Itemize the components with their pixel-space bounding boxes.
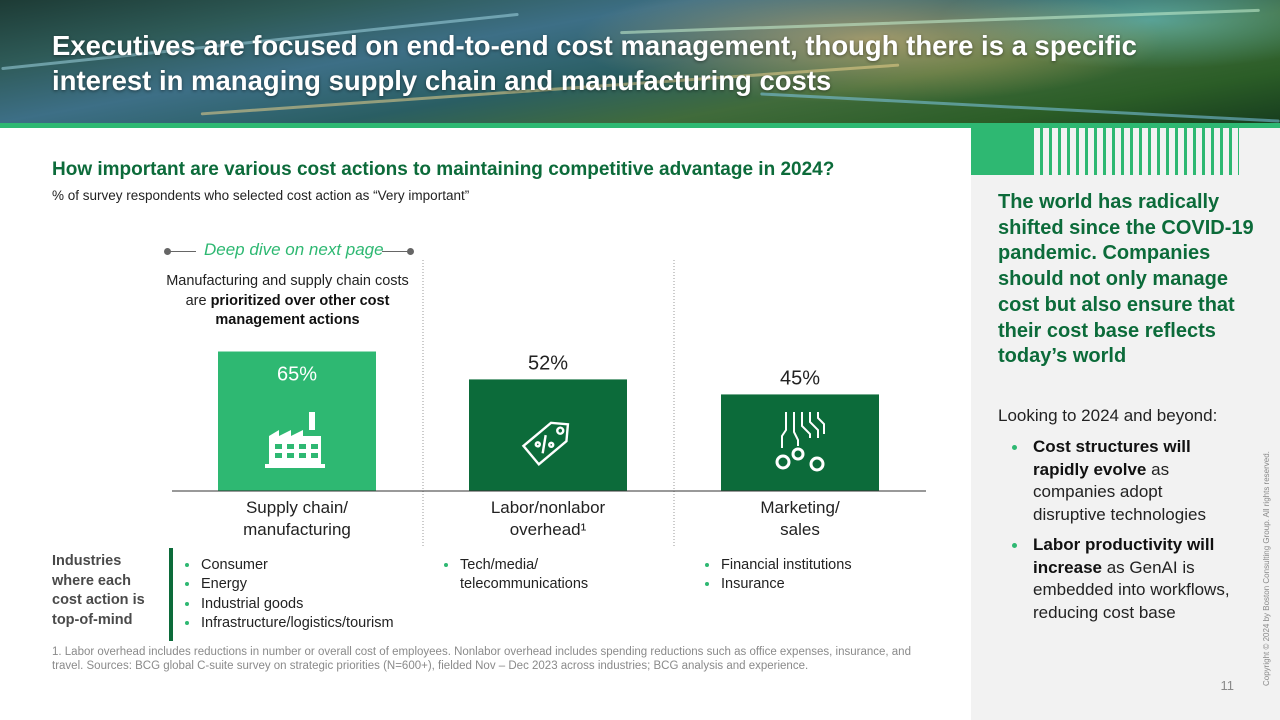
industries-list-overhead: Tech/media/ telecommunications — [443, 556, 588, 595]
panel-bullet: Labor productivity will increase as GenA… — [1011, 534, 1231, 624]
chart-question: How important are various cost actions t… — [52, 159, 835, 180]
annotation-text: Manufacturing and supply chain costs are — [166, 273, 409, 309]
callout-dot — [407, 248, 414, 255]
industry-item: Tech/media/ telecommunications — [443, 556, 588, 595]
category-label: Labor/nonlabor — [491, 498, 606, 517]
industries-divider — [169, 548, 173, 641]
panel-accent-block — [971, 128, 1031, 175]
header-banner: Executives are focused on end-to-end cos… — [0, 0, 1280, 124]
data-label: 65% — [277, 364, 317, 386]
circuit-coins-icon — [775, 412, 825, 472]
copyright-notice: Copyright © 2024 by Boston Consulting Gr… — [1262, 451, 1271, 686]
chart-annotation: Manufacturing and supply chain costs are… — [160, 272, 415, 331]
callout-line — [168, 251, 196, 252]
data-label: 45% — [780, 367, 820, 389]
panel-headline: The world has radically shifted since th… — [998, 191, 1254, 368]
category-label: Marketing/ — [760, 498, 840, 517]
panel-intro: Looking to 2024 and beyond: — [998, 406, 1218, 425]
panel-bullet-text: as companies adopt disruptive technologi… — [1033, 459, 1206, 524]
panel-bullet-text: as GenAI is embedded into workflows, red… — [1033, 557, 1230, 622]
industry-item: Infrastructure/logistics/tourism — [184, 614, 394, 633]
page-title: Executives are focused on end-to-end cos… — [52, 30, 1137, 96]
chart-subtitle: % of survey respondents who selected cos… — [52, 188, 470, 203]
industry-item: Insurance — [704, 575, 852, 594]
bar-3 — [721, 394, 879, 491]
deep-dive-label: Deep dive on next page — [204, 240, 384, 259]
industries-label: Industries where each cost action is top… — [52, 553, 145, 628]
callout-dot — [164, 248, 171, 255]
panel-bullet-emphasis: Labor productivity will increase — [1033, 535, 1215, 577]
callout-line — [382, 251, 410, 252]
price-tag-icon — [521, 421, 570, 467]
category-label: overhead¹ — [510, 520, 587, 539]
annotation-emphasis: prioritized over other cost management a… — [210, 292, 390, 329]
panel-bullet-list: Cost structures will rapidly evolve as c… — [1011, 436, 1231, 632]
industries-list-supply-chain: Consumer Energy Industrial goods Infrast… — [184, 556, 394, 634]
page-number: 11 — [1220, 678, 1235, 693]
industry-item: Industrial goods — [184, 595, 394, 614]
panel-bullet-emphasis: Cost structures will rapidly evolve — [1033, 437, 1191, 479]
insight-panel: The world has radically shifted since th… — [971, 128, 1280, 720]
bar-1 — [218, 351, 376, 491]
industry-item: Consumer — [184, 556, 394, 575]
category-label: Supply chain/ — [246, 498, 348, 517]
header-accent-line — [0, 123, 1280, 128]
deep-dive-callout: Deep dive on next page — [160, 240, 420, 264]
bar-2 — [469, 379, 627, 491]
industry-item: Energy — [184, 575, 394, 594]
category-label: sales — [780, 520, 820, 539]
panel-accent-stripes — [1031, 128, 1239, 175]
data-label: 52% — [528, 352, 568, 374]
footnote: 1. Labor overhead includes reductions in… — [52, 646, 911, 672]
factory-icon — [265, 412, 325, 468]
panel-bullet: Cost structures will rapidly evolve as c… — [1011, 436, 1231, 526]
category-label: manufacturing — [243, 520, 351, 539]
industries-list-marketing: Financial institutions Insurance — [704, 556, 852, 595]
industry-item: Financial institutions — [704, 556, 852, 575]
